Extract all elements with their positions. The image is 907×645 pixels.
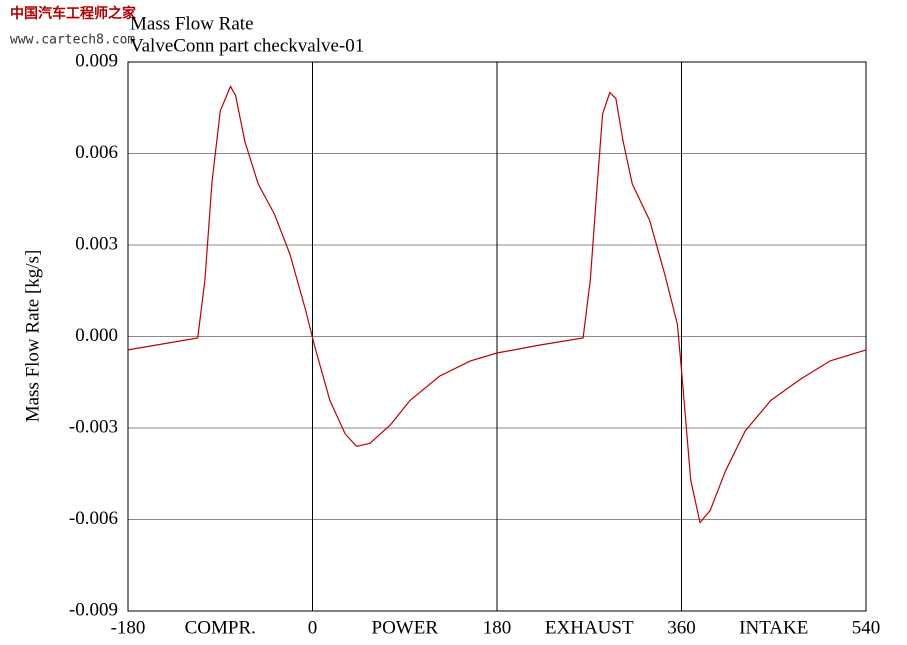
x-tick-label: 540 (852, 617, 881, 638)
x-tick-label: 360 (667, 617, 696, 638)
y-axis-label: Mass Flow Rate [kg/s] (22, 250, 43, 423)
chart-subtitle: ValveConn part checkvalve-01 (130, 35, 364, 56)
y-tick-label: -0.009 (69, 599, 118, 620)
x-tick-label: 0 (308, 617, 318, 638)
watermark-url: www.cartech8.com (10, 33, 135, 48)
x-tick-label: -180 (111, 617, 146, 638)
y-tick-label: -0.003 (69, 416, 118, 437)
y-tick-label: 0.003 (75, 233, 118, 254)
plot-frame (127, 61, 867, 612)
phase-label: COMPR. (185, 617, 256, 638)
phase-label: INTAKE (739, 617, 808, 638)
data-line (127, 85, 867, 524)
watermark-title: 中国汽车工程师之家 (10, 5, 137, 22)
phase-label: EXHAUST (545, 617, 634, 638)
y-tick-label: 0.009 (75, 50, 118, 71)
phase-label: POWER (372, 617, 439, 638)
y-tick-label: 0.000 (75, 325, 118, 346)
x-tick-label: 180 (483, 617, 512, 638)
y-tick-label: 0.006 (75, 142, 118, 163)
y-tick-label: -0.006 (69, 508, 118, 529)
chart-title: Mass Flow Rate (130, 13, 254, 34)
